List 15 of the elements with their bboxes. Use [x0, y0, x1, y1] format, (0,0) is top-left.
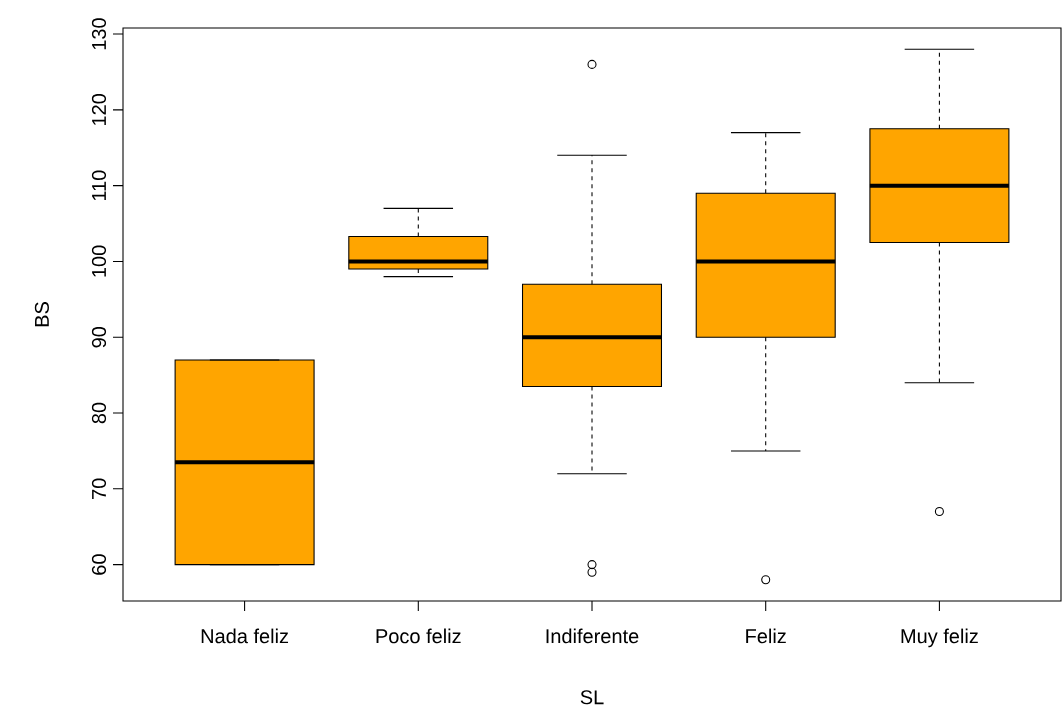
x-axis-title: SL: [580, 690, 604, 705]
y-tick-label: 100: [91, 245, 107, 277]
y-tick-label: 130: [91, 18, 107, 50]
y-axis-title: BS: [34, 302, 49, 327]
y-tick-label: 120: [91, 93, 107, 126]
y-tick-label: 60: [91, 554, 107, 575]
x-tick-label: Muy feliz: [901, 628, 978, 648]
y-tick-label: 90: [91, 326, 107, 348]
y-tick-label: 70: [91, 478, 107, 499]
x-tick-label: Poco feliz: [376, 628, 461, 644]
x-tick-label: Feliz: [746, 628, 786, 644]
y-tick-label: 110: [91, 170, 107, 201]
x-tick-label: Nada feliz: [201, 628, 289, 644]
x-tick-label: Indiferente: [546, 628, 639, 644]
y-tick-label: 80: [91, 402, 107, 424]
